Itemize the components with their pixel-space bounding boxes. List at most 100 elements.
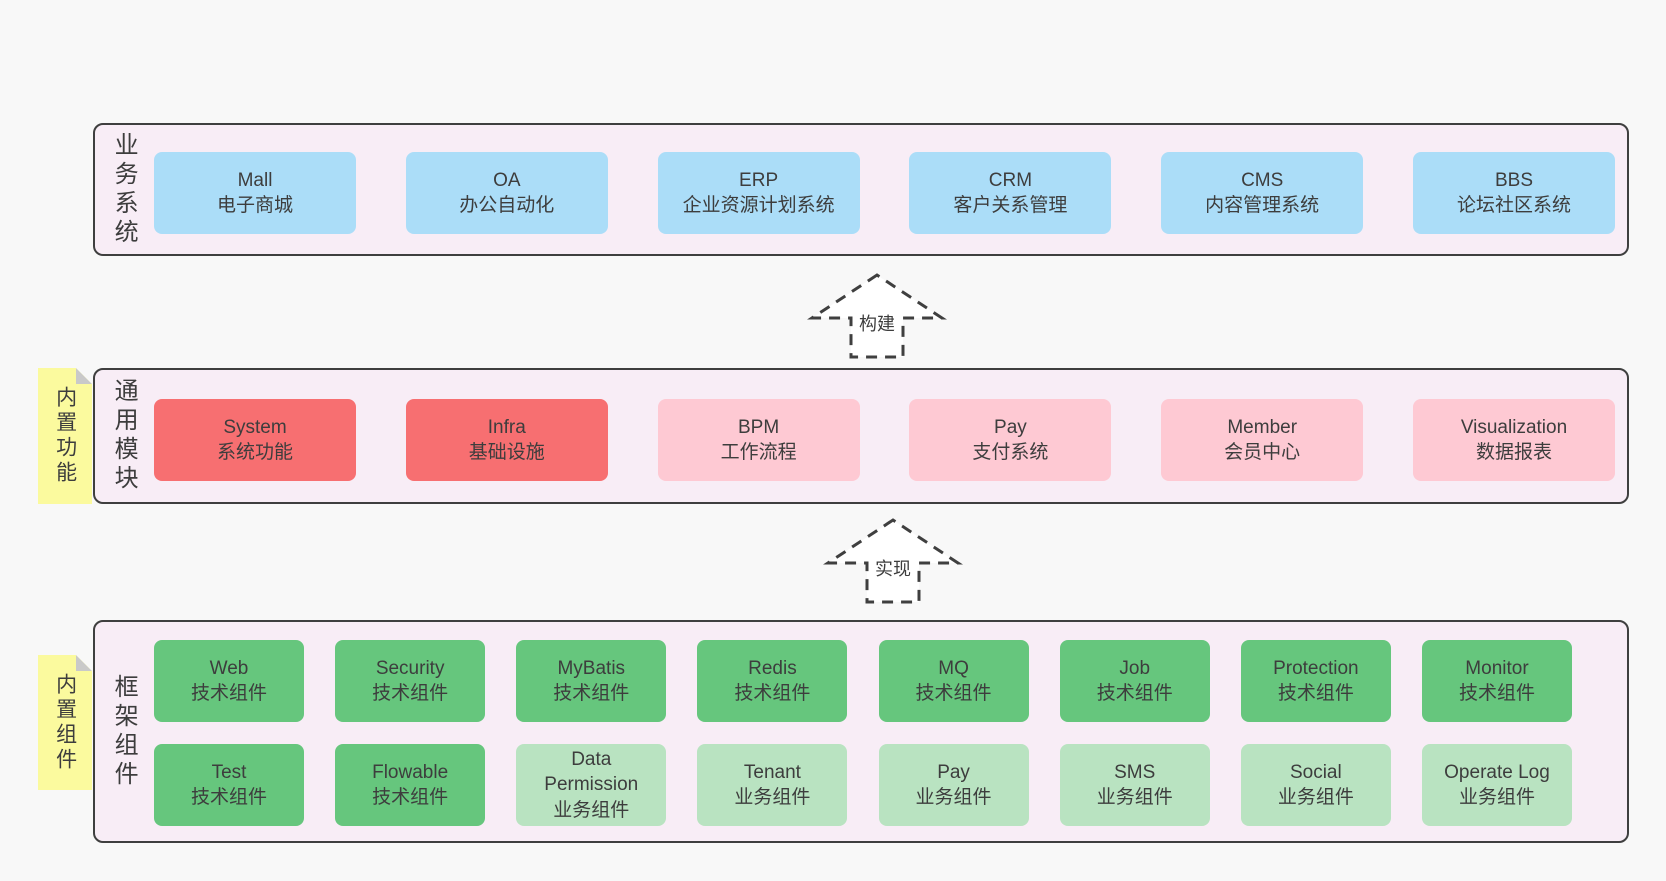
box-title: Operate Log — [1444, 761, 1550, 783]
box-security: Security 技术组件 — [335, 640, 486, 722]
box-subtitle: 业务组件 — [734, 787, 811, 808]
box-title: Member — [1227, 416, 1298, 438]
build-arrow-label: 构建 — [859, 314, 895, 334]
box-member: Member 会员中心 — [1161, 399, 1364, 481]
business-systems-label: 业务系统 — [110, 131, 138, 248]
box-protection: Protection 技术组件 — [1240, 640, 1391, 722]
box-subtitle: 技术组件 — [190, 787, 267, 808]
box-social: Social 业务组件 — [1240, 744, 1391, 826]
box-title: BBS — [1494, 169, 1533, 191]
box-subtitle: 技术组件 — [1458, 683, 1535, 704]
box-title: Infra — [487, 416, 526, 438]
framework-components-band: 框架组件 Web 技术组件 Security 技术组件 MyBatis 技术组件… — [93, 620, 1629, 843]
box-title: Monitor — [1465, 657, 1529, 679]
box-bbs: BBS 论坛社区系统 — [1412, 152, 1615, 234]
box-title: Tenant — [743, 761, 801, 783]
box-system: System 系统功能 — [154, 399, 356, 481]
box-title: OA — [493, 169, 521, 191]
implement-arrow-label: 实现 — [875, 559, 911, 579]
box-subtitle: 论坛社区系统 — [1456, 195, 1571, 216]
framework-components-label: 框架组件 — [110, 673, 138, 790]
box-title: Mall — [237, 169, 273, 191]
box-subtitle: 业务组件 — [1277, 787, 1354, 808]
business-systems-row: Mall 电子商城 OA 办公自动化 ERP 企业资源计划系统 CRM 客户关系… — [154, 152, 1615, 234]
box-mq: MQ 技术组件 — [878, 640, 1029, 722]
box-title: Visualization — [1460, 416, 1568, 438]
box-title: CRM — [988, 169, 1033, 191]
box-sms: SMS 业务组件 — [1059, 744, 1210, 826]
box-subtitle: 业务组件 — [1458, 787, 1535, 808]
framework-components-row-1: Web 技术组件 Security 技术组件 MyBatis 技术组件 Redi… — [154, 640, 1572, 722]
box-erp: ERP 企业资源计划系统 — [657, 152, 860, 234]
box-title: Flowable — [372, 761, 449, 783]
common-modules-row: System 系统功能 Infra 基础设施 BPM 工作流程 Pay 支付系统… — [154, 399, 1615, 481]
box-title: Job — [1119, 657, 1151, 679]
box-title: Pay — [937, 761, 970, 783]
box-title: SMS — [1114, 761, 1156, 783]
box-cms: CMS 内容管理系统 — [1161, 152, 1364, 234]
folded-corner-icon — [76, 368, 92, 384]
builtin-features-note-text: 内置功能 — [53, 386, 77, 486]
box-title: MQ — [938, 657, 969, 679]
box-subtitle: 内容管理系统 — [1205, 195, 1320, 216]
box-title: Social — [1289, 761, 1342, 783]
box-test: Test 技术组件 — [154, 744, 304, 826]
box-title: Security — [375, 657, 445, 679]
box-title: Protection — [1273, 657, 1359, 679]
box-subtitle: 基础设施 — [468, 442, 545, 463]
box-subtitle: 业务组件 — [1096, 787, 1173, 808]
box-subtitle: 办公自动化 — [459, 195, 555, 216]
box-bpm: BPM 工作流程 — [657, 399, 860, 481]
box-visualization: Visualization 数据报表 — [1412, 399, 1615, 481]
box-subtitle: 企业资源计划系统 — [682, 195, 835, 216]
box-crm: CRM 客户关系管理 — [909, 152, 1112, 234]
box-job: Job 技术组件 — [1059, 640, 1210, 722]
box-subtitle: 业务组件 — [915, 787, 992, 808]
common-modules-band: 通用模块 System 系统功能 Infra 基础设施 BPM 工作流程 Pay… — [93, 368, 1629, 504]
box-subtitle: 会员中心 — [1224, 442, 1301, 463]
box-title: Data Permission — [544, 749, 639, 796]
box-title: MyBatis — [557, 657, 626, 679]
box-title: CMS — [1241, 169, 1284, 191]
box-oa: OA 办公自动化 — [405, 152, 608, 234]
box-subtitle: 技术组件 — [1096, 683, 1173, 704]
box-title: System — [223, 416, 287, 438]
box-subtitle: 系统功能 — [216, 442, 293, 463]
build-arrow: 构建 — [807, 273, 947, 359]
box-subtitle: 数据报表 — [1475, 442, 1552, 463]
box-mall: Mall 电子商城 — [154, 152, 356, 234]
box-subtitle: 技术组件 — [190, 683, 267, 704]
arrow-label-bg — [871, 557, 915, 580]
box-subtitle: 技术组件 — [553, 683, 630, 704]
implement-arrow: 实现 — [823, 518, 963, 604]
folded-corner-icon — [76, 655, 92, 671]
box-title: Pay — [994, 416, 1027, 438]
box-subtitle: 客户关系管理 — [953, 195, 1068, 216]
box-subtitle: 技术组件 — [372, 683, 449, 704]
box-title: Redis — [748, 657, 797, 679]
box-monitor: Monitor 技术组件 — [1421, 640, 1572, 722]
framework-components-row-2: Test 技术组件 Flowable 技术组件 Data Permission … — [154, 744, 1572, 826]
box-subtitle: 技术组件 — [1277, 683, 1354, 704]
business-systems-band: 业务系统 Mall 电子商城 OA 办公自动化 ERP 企业资源计划系统 CRM… — [93, 123, 1629, 256]
common-modules-label: 通用模块 — [110, 378, 138, 494]
box-title: ERP — [739, 169, 779, 191]
box-subtitle: 技术组件 — [734, 683, 811, 704]
builtin-components-note-text: 内置组件 — [53, 672, 77, 773]
box-title: Test — [211, 761, 247, 783]
box-flowable: Flowable 技术组件 — [335, 744, 486, 826]
box-tenant: Tenant 业务组件 — [697, 744, 848, 826]
box-subtitle: 技术组件 — [372, 787, 449, 808]
box-mybatis: MyBatis 技术组件 — [516, 640, 667, 722]
box-subtitle: 工作流程 — [720, 442, 797, 463]
builtin-components-note: 内置组件 — [38, 655, 92, 790]
box-pay: Pay 支付系统 — [909, 399, 1112, 481]
builtin-features-note: 内置功能 — [38, 368, 92, 504]
box-infra: Infra 基础设施 — [405, 399, 608, 481]
box-subtitle: 技术组件 — [915, 683, 992, 704]
box-operate-log: Operate Log 业务组件 — [1421, 744, 1572, 826]
box-pay-biz: Pay 业务组件 — [878, 744, 1029, 826]
arrow-label-bg — [855, 312, 899, 335]
box-subtitle: 电子商城 — [216, 195, 293, 216]
box-title: BPM — [738, 416, 780, 438]
